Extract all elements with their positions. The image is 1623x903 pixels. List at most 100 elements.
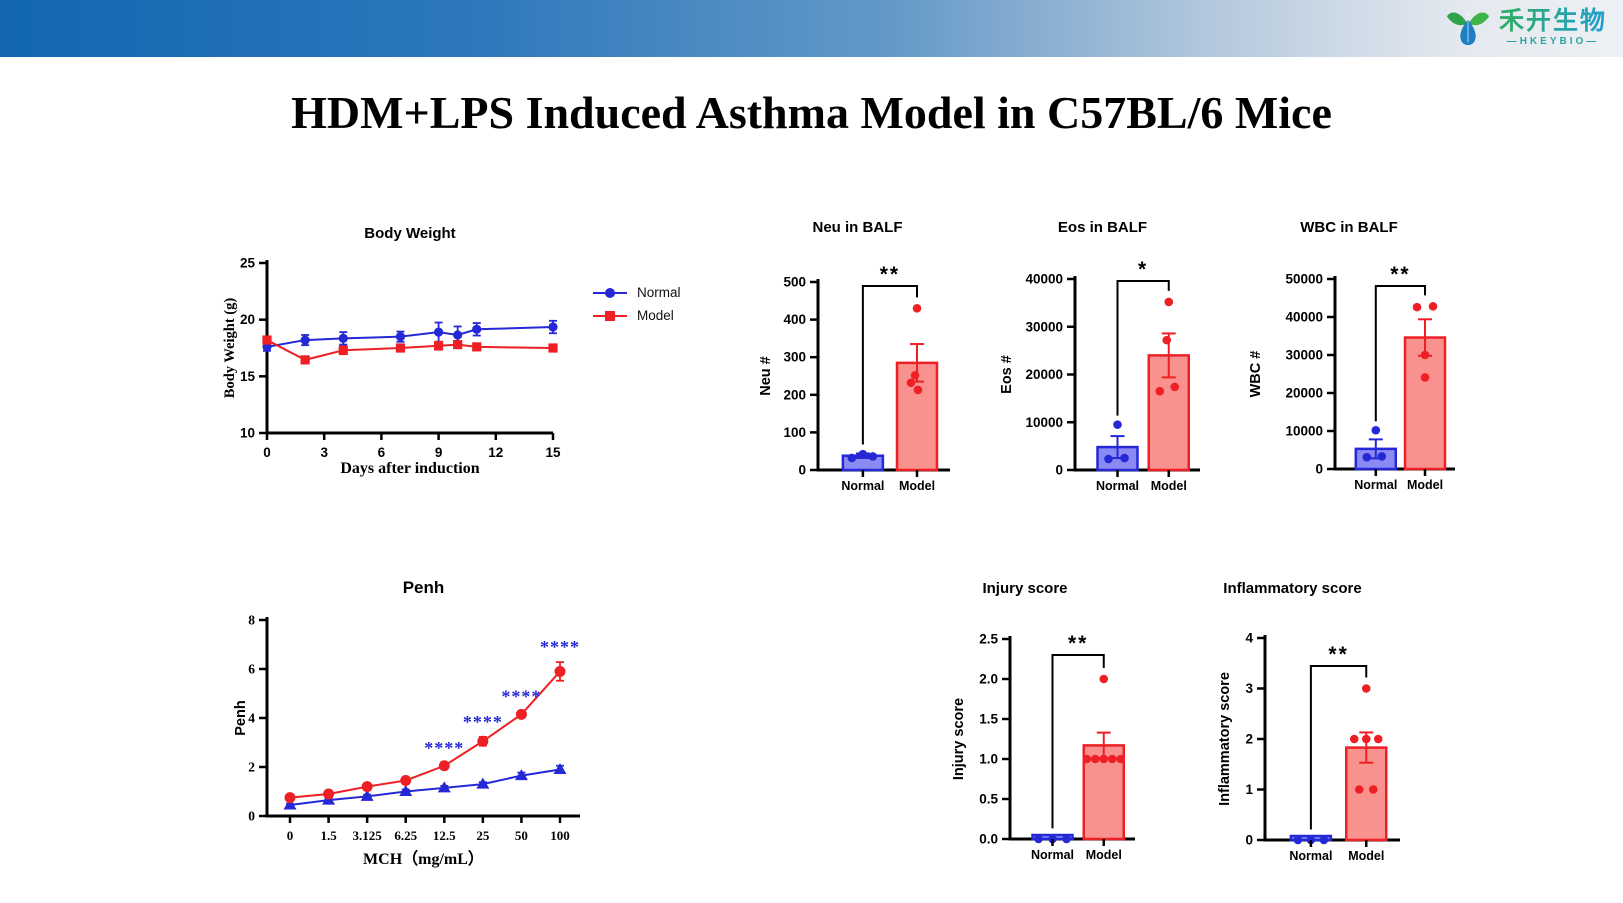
svg-text:10000: 10000 [1285,424,1323,439]
svg-text:25: 25 [240,256,256,271]
svg-text:0.0: 0.0 [979,832,998,847]
significance-bracket [1116,280,1170,416]
logo-company-name-cn: 禾开生物 [1498,7,1607,36]
svg-text:Model: Model [1407,478,1443,492]
svg-text:12.5: 12.5 [433,828,456,843]
legend-circle-marker [593,287,627,298]
chart-legend: Normal Model [592,281,681,327]
svg-text:25: 25 [476,828,490,843]
svg-text:Model: Model [1151,479,1187,493]
injury-score-title: Injury score [982,580,1067,597]
chart-injury-score: 0.0 0.5 1.0 1.5 2.0 2.5 Injury score Injury sco… [951,580,1135,862]
chart-inflammatory-score: 0 1 2 3 4 Inflammatory score Inflammatory scor… [1217,580,1400,863]
body-weight-x-axis-label: Days after induction [340,460,479,477]
svg-text:6: 6 [248,662,255,677]
svg-text:1.0: 1.0 [979,752,998,767]
significance-annotation: **** [540,637,580,657]
svg-text:2: 2 [248,760,255,775]
svg-text:Normal: Normal [1031,848,1074,862]
significance-annotation: **** [463,712,503,732]
svg-text:10: 10 [240,426,255,441]
svg-text:Model: Model [899,479,935,493]
svg-text:0: 0 [1315,462,1323,477]
svg-text:20: 20 [240,312,255,327]
svg-text:30000: 30000 [1025,319,1063,334]
svg-text:9: 9 [435,445,443,460]
svg-text:6.25: 6.25 [394,828,417,843]
svg-text:Normal: Normal [841,479,884,493]
svg-text:10000: 10000 [1025,415,1063,430]
svg-text:20000: 20000 [1025,367,1063,382]
svg-text:15: 15 [240,369,256,384]
legend-label: Normal [637,285,681,300]
chart-eos-balf: 0 10000 20000 30000 40000 Eos in BALF Eos # Nor… [999,219,1200,493]
injury-score-y-axis-label: Injury score [951,698,967,780]
svg-text:3.125: 3.125 [353,828,383,843]
svg-text:0.5: 0.5 [979,792,998,807]
chart-neu-balf: 0 100 200 300 400 500 Neu in BALF Neu # Normal Mo… [758,219,950,493]
svg-text:0: 0 [287,828,294,843]
svg-text:Normal: Normal [1354,478,1397,492]
svg-text:Model: Model [1348,849,1384,863]
svg-text:50000: 50000 [1285,272,1323,287]
company-logo: 禾开生物 —HKEYBIO— [1445,4,1607,50]
significance-annotation: **** [424,738,464,758]
penh-title: Penh [403,578,445,597]
inflammatory-score-title: Inflammatory score [1223,580,1361,597]
svg-text:3: 3 [320,445,328,460]
svg-text:40000: 40000 [1285,310,1323,325]
svg-text:0: 0 [798,463,806,478]
eos-balf-title: Eos in BALF [1058,219,1147,236]
significance-annotation: **** [501,686,541,706]
significance-bracket [1051,654,1105,829]
svg-text:1.5: 1.5 [320,828,337,843]
penh-y-axis-label: Penh [233,700,249,735]
neu-balf-y-axis-label: Neu # [758,356,774,396]
eos-balf-y-axis-label: Eos # [999,355,1015,394]
svg-text:Normal: Normal [1289,849,1332,863]
legend-item-model: Model [592,304,681,327]
svg-text:4: 4 [1245,631,1253,646]
logo-company-name-en: —HKEYBIO— [1506,35,1600,47]
svg-text:400: 400 [783,312,806,327]
wbc-balf-title: WBC in BALF [1300,219,1397,236]
svg-text:0: 0 [248,809,255,824]
slide-title: HDM+LPS Induced Asthma Model in C57BL/6 … [291,87,1332,138]
svg-text:12: 12 [488,445,503,460]
significance-bracket [861,285,918,445]
svg-text:1.5: 1.5 [979,712,998,727]
svg-text:500: 500 [783,275,806,290]
logo-text: 禾开生物 —HKEYBIO— [1499,7,1607,47]
svg-text:100: 100 [783,425,806,440]
legend-square-marker [593,310,627,321]
logo-leaf-drop-icon [1446,11,1490,46]
significance-stars: * [1138,258,1148,281]
svg-text:0: 0 [263,445,271,460]
body-weight-y-axis-label: Body Weight (g) [222,298,238,399]
svg-text:0: 0 [1055,463,1063,478]
svg-text:8: 8 [248,613,255,628]
chart-body-weight: 10 15 20 25 Body Weight Body Weight (g) 0 3 6 9 12… [222,225,561,477]
significance-stars: ** [1328,643,1348,666]
svg-text:30000: 30000 [1285,348,1323,363]
svg-text:2.0: 2.0 [979,672,998,687]
chart-penh: 0 2 4 6 8 Penh Penh 0 1.5 3.125 6.25 12.5 25 50 100 MCH… [233,578,580,868]
neu-balf-title: Neu in BALF [813,219,903,236]
svg-text:40000: 40000 [1025,272,1063,287]
inflammatory-score-y-axis-label: Inflammatory score [1217,672,1233,806]
significance-bracket [1309,665,1368,830]
svg-text:50: 50 [515,828,528,843]
wbc-balf-y-axis-label: WBC # [1248,351,1264,398]
svg-text:20000: 20000 [1285,386,1323,401]
svg-text:0: 0 [1245,833,1253,848]
svg-text:15: 15 [545,445,561,460]
significance-stars: ** [1390,263,1410,286]
significance-stars: ** [1068,632,1088,655]
top-banner [0,0,1623,57]
legend-label: Model [637,308,674,323]
penh-x-axis-label: MCH（mg/mL） [363,850,484,868]
legend-item-normal: Normal [592,281,681,304]
svg-text:1: 1 [1245,782,1253,797]
svg-text:Model: Model [1086,848,1122,862]
